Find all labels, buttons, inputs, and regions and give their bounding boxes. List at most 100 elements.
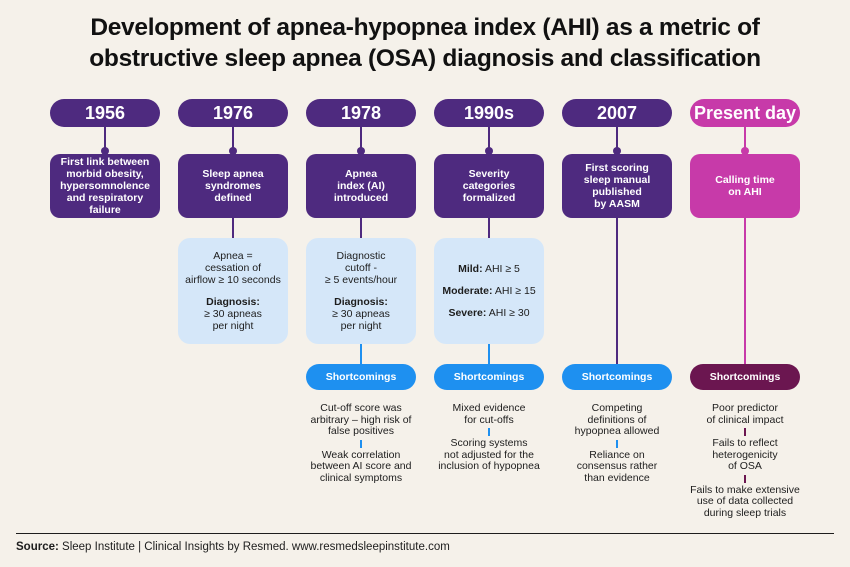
connector-line bbox=[104, 127, 106, 154]
shortcoming-line: Fails to make extensive bbox=[690, 483, 800, 496]
year-pill: 2007 bbox=[562, 99, 672, 127]
event-line: First link between bbox=[60, 156, 150, 168]
timeline-column-1956: 1956 First link between morbid obesity, hyp… bbox=[50, 0, 160, 567]
separator-line bbox=[744, 474, 746, 483]
event-box: First scoring sleep manual published by AAS… bbox=[562, 154, 672, 218]
shortcoming-line: of clinical impact bbox=[706, 413, 784, 426]
shortcomings-pill: Shortcomings bbox=[434, 364, 544, 390]
event-line: syndromes bbox=[204, 180, 262, 192]
shortcomings-list: Competing definitions of hypopnea allowed R… bbox=[556, 402, 678, 485]
source-text: Sleep Institute | Clinical Insights by R… bbox=[58, 541, 450, 553]
event-line: Calling time bbox=[715, 174, 775, 186]
separator-line bbox=[360, 439, 362, 448]
event-line: categories bbox=[462, 180, 516, 192]
timeline-column-2007: 2007 First scoring sleep manual published by… bbox=[562, 0, 672, 567]
event-line: First scoring bbox=[585, 162, 649, 174]
event-line: failure bbox=[89, 204, 121, 216]
detail-line: cessation of bbox=[204, 262, 262, 274]
connector-dot bbox=[101, 147, 109, 155]
diagnosis-line: ≥ 30 apneas bbox=[204, 308, 262, 320]
shortcoming-line: consensus rather bbox=[576, 460, 658, 472]
event-line: published bbox=[592, 186, 642, 198]
shortcoming-line: Scoring systems bbox=[450, 437, 528, 449]
event-line: Apnea bbox=[344, 168, 378, 180]
diagnosis-label: Diagnosis: bbox=[334, 296, 388, 308]
event-box: First link between morbid obesity, hyperso… bbox=[50, 154, 160, 218]
shortcoming-line: inclusion of hypopnea bbox=[438, 460, 540, 472]
event-box: Sleep apnea syndromes defined bbox=[178, 154, 288, 218]
diagnosis-label: Diagnosis: bbox=[206, 296, 260, 308]
event-box: Severity categories formalized bbox=[434, 154, 544, 218]
event-line: formalized bbox=[462, 192, 516, 204]
connector-line bbox=[616, 127, 618, 377]
connector-line bbox=[744, 127, 746, 377]
timeline-column-1978: 1978 Apnea index (AI) introduced Diagnostic c… bbox=[306, 0, 416, 567]
timeline-column-1976: 1976 Sleep apnea syndromes defined Apnea = ce… bbox=[178, 0, 288, 567]
diagnosis-line: per night bbox=[340, 320, 382, 332]
shortcomings-pill: Shortcomings bbox=[306, 364, 416, 390]
diagnosis-line: per night bbox=[212, 320, 254, 332]
connector-dot bbox=[485, 147, 493, 155]
shortcoming-line: Cut-off score was bbox=[320, 402, 402, 414]
event-line: by AASM bbox=[594, 198, 640, 210]
diagnosis-line: ≥ 30 apneas bbox=[332, 308, 390, 320]
shortcoming-line: Weak correlation bbox=[321, 448, 401, 461]
event-line: Sleep apnea bbox=[202, 168, 264, 180]
year-pill: 1956 bbox=[50, 99, 160, 127]
event-box: Apnea index (AI) introduced bbox=[306, 154, 416, 218]
severity-moderate: Moderate: AHI ≥ 15 bbox=[442, 285, 535, 297]
detail-line: airflow ≥ 10 seconds bbox=[185, 274, 281, 286]
shortcoming-item: Weak correlation between AI score and clin… bbox=[300, 448, 422, 485]
event-text: Severity categories formalized bbox=[463, 168, 516, 204]
connector-dot bbox=[229, 147, 237, 155]
event-line: and respiratory bbox=[66, 192, 144, 204]
shortcoming-line: for cut-offs bbox=[464, 413, 514, 426]
connector-dot bbox=[613, 147, 621, 155]
event-text: Calling time on AHI bbox=[715, 174, 775, 198]
connector-line-blue bbox=[488, 344, 490, 364]
shortcoming-item: Competing definitions of hypopnea allowed bbox=[556, 402, 678, 438]
shortcoming-line: Fails to reflect bbox=[712, 437, 778, 449]
separator-line bbox=[616, 439, 618, 448]
shortcomings-pill: Shortcomings bbox=[690, 364, 800, 390]
year-pill: 1978 bbox=[306, 99, 416, 127]
detail-box: Apnea = cessation of airflow ≥ 10 seconds D… bbox=[178, 238, 288, 344]
shortcoming-line: hypopnea allowed bbox=[574, 425, 660, 437]
shortcoming-line: during sleep trials bbox=[703, 506, 787, 519]
severity-label: Moderate: bbox=[442, 285, 493, 297]
severity-mild: Mild: AHI ≥ 5 bbox=[458, 263, 520, 275]
shortcoming-line: Competing bbox=[591, 402, 643, 414]
event-text: Sleep apnea syndromes defined bbox=[202, 168, 263, 204]
shortcoming-line: heterogenicity bbox=[712, 448, 778, 461]
shortcoming-line: use of data collected bbox=[696, 495, 794, 507]
detail-line: ≥ 5 events/hour bbox=[324, 274, 398, 286]
severity-value: AHI ≥ 5 bbox=[484, 263, 520, 275]
shortcoming-item: Poor predictor of clinical impact bbox=[684, 402, 806, 426]
shortcomings-list: Cut-off score was arbitrary – high risk o… bbox=[300, 402, 422, 485]
detail-line: cutoff - bbox=[345, 262, 377, 274]
shortcoming-line: Mixed evidence bbox=[452, 402, 526, 414]
shortcoming-line: than evidence bbox=[584, 471, 650, 484]
year-pill: 1990s bbox=[434, 99, 544, 127]
event-line: introduced bbox=[333, 192, 389, 204]
title-line-2: obstructive sleep apnea (OSA) diagnosis … bbox=[89, 45, 761, 72]
footer-divider bbox=[16, 533, 834, 534]
shortcoming-line: definitions of bbox=[587, 413, 647, 426]
event-line: on AHI bbox=[728, 186, 762, 198]
severity-label: Mild: bbox=[458, 263, 483, 275]
shortcoming-line: arbitrary – high risk of bbox=[310, 413, 412, 426]
shortcoming-item: Fails to make extensive use of data colle… bbox=[684, 483, 806, 520]
shortcoming-line: clinical symptoms bbox=[319, 471, 403, 484]
shortcoming-item: Scoring systems not adjusted for the inclu… bbox=[428, 437, 550, 473]
timeline-column-present-day: Present day Calling time on AHI Shortcoming… bbox=[690, 0, 800, 567]
shortcomings-list: Mixed evidence for cut-offs Scoring system… bbox=[428, 402, 550, 473]
severity-label: Severe: bbox=[448, 307, 487, 319]
connector-dot bbox=[741, 147, 749, 155]
separator-line bbox=[488, 428, 490, 436]
detail-line: Diagnostic bbox=[336, 250, 386, 262]
shortcomings-pill: Shortcomings bbox=[562, 364, 672, 390]
shortcoming-item: Reliance on consensus rather than evidence bbox=[556, 449, 678, 485]
event-text: Apnea index (AI) introduced bbox=[334, 168, 388, 204]
severity-box: Mild: AHI ≥ 5 Moderate: AHI ≥ 15 Severe: A… bbox=[434, 238, 544, 344]
event-line: morbid obesity, bbox=[66, 168, 144, 180]
